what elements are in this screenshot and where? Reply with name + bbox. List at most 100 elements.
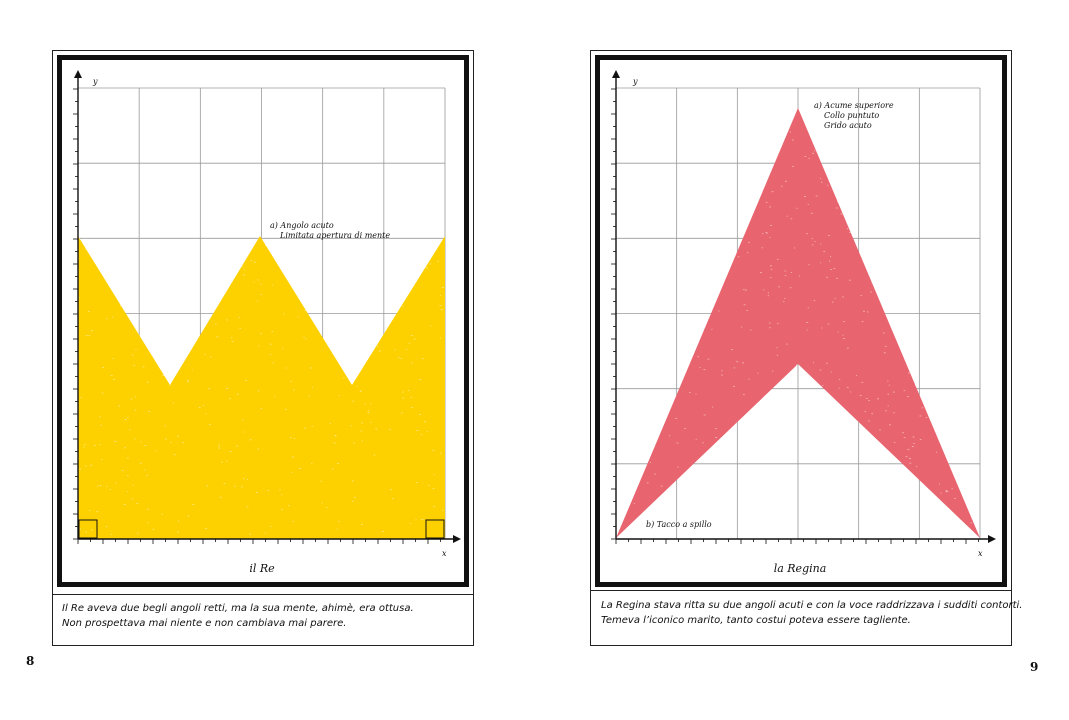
speckle <box>752 407 754 409</box>
annotation-a-line2: Limitata apertura di mente <box>279 231 390 240</box>
speckle <box>711 328 713 330</box>
speckle <box>935 451 938 453</box>
axes <box>73 70 461 544</box>
left-caption: Il Re aveva due begli angoli retti, ma l… <box>53 594 473 645</box>
speckle <box>238 317 241 318</box>
speckle <box>231 341 234 342</box>
speckle <box>131 354 134 356</box>
speckle <box>155 450 158 452</box>
speckle <box>285 367 287 369</box>
speckle <box>293 389 295 391</box>
speckle <box>136 503 139 504</box>
speckle <box>835 207 838 209</box>
speckle <box>807 307 809 309</box>
speckle <box>360 430 363 432</box>
speckle <box>88 335 90 336</box>
caption-line-1: La Regina stava ritta su due angoli acut… <box>601 600 1023 611</box>
speckle <box>808 264 810 266</box>
speckle <box>440 309 443 311</box>
speckle <box>776 354 779 356</box>
speckle <box>373 454 376 456</box>
speckle <box>903 437 906 438</box>
speckle <box>221 461 223 463</box>
speckle <box>192 504 195 505</box>
right-angle-mark-right <box>425 519 445 539</box>
speckle <box>309 367 312 369</box>
speckle <box>132 484 134 486</box>
speckle <box>715 437 718 439</box>
speckle <box>439 295 441 296</box>
speckle <box>281 494 283 496</box>
speckle <box>288 505 290 507</box>
speckle <box>361 440 363 442</box>
texture-speckle <box>78 238 444 535</box>
speckle <box>93 444 96 446</box>
speckle <box>90 464 93 466</box>
speckle <box>120 305 122 307</box>
speckle <box>737 256 740 258</box>
speckle <box>97 485 99 487</box>
speckle <box>820 181 823 183</box>
speckle <box>144 445 147 446</box>
speckle <box>293 438 296 439</box>
speckle <box>78 238 80 240</box>
speckle <box>240 486 243 488</box>
speckle <box>291 456 294 458</box>
speckle <box>675 418 678 419</box>
speckle <box>292 521 294 522</box>
speckle <box>242 274 245 276</box>
speckle <box>909 462 912 464</box>
speckle <box>820 262 822 264</box>
speckle <box>191 369 193 371</box>
speckle <box>216 336 219 338</box>
speckle <box>743 304 746 306</box>
speckle <box>870 291 873 293</box>
speckle <box>784 180 787 182</box>
speckle <box>187 515 190 517</box>
speckle <box>177 435 180 437</box>
speckle <box>811 244 814 246</box>
speckle <box>123 504 126 505</box>
king-crown-shape <box>78 236 445 539</box>
speckle <box>308 395 310 397</box>
speckle <box>244 431 246 433</box>
speckle <box>838 379 841 381</box>
speckle <box>260 283 262 285</box>
speckle <box>264 532 266 534</box>
speckle <box>946 490 949 492</box>
speckle <box>654 473 657 475</box>
caption-line-2: Non prospettava mai niente e non cambiav… <box>62 618 347 629</box>
speckle <box>780 185 783 187</box>
speckle <box>333 442 336 444</box>
speckle <box>343 377 345 379</box>
speckle <box>202 405 204 406</box>
speckle <box>284 409 287 410</box>
speckle <box>743 289 745 291</box>
speckle <box>389 428 391 430</box>
speckle <box>770 269 773 271</box>
speckle <box>846 347 849 349</box>
speckle <box>697 356 699 358</box>
speckle <box>826 362 828 364</box>
speckle <box>905 456 908 458</box>
speckle <box>868 400 870 402</box>
figure-title: il Re <box>249 562 275 575</box>
speckle <box>908 372 910 374</box>
speckle <box>814 150 816 152</box>
speckle <box>110 533 113 535</box>
right-figure-frame: y x a) Acume superiore Collo puntuto Gri… <box>595 55 1007 587</box>
speckle <box>951 488 953 490</box>
speckle <box>702 442 704 444</box>
speckle <box>187 379 189 381</box>
speckle <box>282 348 284 350</box>
speckle <box>402 306 404 307</box>
speckle <box>242 419 244 421</box>
speckle <box>832 301 834 303</box>
x-axis-arrow <box>988 535 996 543</box>
speckle <box>428 484 430 486</box>
speckle <box>820 243 822 245</box>
speckle <box>906 396 909 398</box>
speckle <box>945 491 948 493</box>
speckle <box>242 266 244 268</box>
speckle <box>99 416 101 418</box>
